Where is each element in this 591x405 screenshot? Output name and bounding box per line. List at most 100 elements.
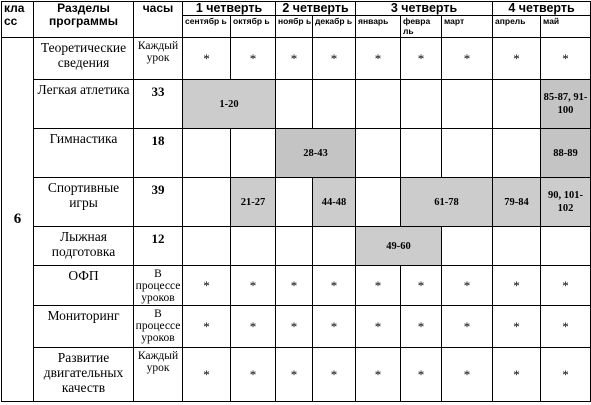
month-january: январь — [355, 15, 401, 38]
quarter-4-header: 4 четверть — [492, 1, 591, 16]
star-cell: * — [540, 265, 591, 306]
section-name: Мониторинг — [33, 305, 134, 348]
star-cell: * — [182, 265, 231, 306]
month-december: декабр ь — [312, 15, 356, 38]
section-name: Гимнастика — [33, 128, 134, 178]
star-cell: * — [440, 305, 494, 348]
hours-cell: 39 — [133, 177, 183, 227]
lesson-range-block: 85-87, 91-100 — [540, 79, 591, 129]
section-name: Теоретические сведения — [33, 37, 134, 80]
month-february: февра ль — [400, 15, 442, 38]
hours-cell: В процессе уроков — [133, 265, 183, 306]
empty-cell — [230, 128, 276, 178]
hours-cell: 12 — [133, 226, 183, 266]
empty-cell — [182, 177, 231, 227]
table-row: Развитие двигательных качеств Каждый уро… — [2, 347, 591, 402]
hours-cell: 33 — [133, 79, 183, 129]
empty-cell — [440, 79, 494, 129]
lesson-range-block: 90, 101-102 — [540, 177, 591, 227]
section-name: Легкая атлетика — [33, 79, 134, 129]
lesson-range-block: 49-60 — [355, 226, 442, 266]
month-april: апрель — [492, 15, 542, 38]
quarter-1-header: 1 четверть — [182, 1, 276, 16]
quarter-3-header: 3 четверть — [354, 1, 494, 16]
empty-cell — [182, 226, 231, 266]
star-cell: * — [540, 37, 591, 80]
star-cell: * — [440, 37, 494, 80]
star-cell: * — [275, 347, 313, 402]
empty-cell — [440, 128, 494, 178]
empty-cell — [275, 79, 313, 129]
star-cell: * — [182, 347, 231, 402]
month-november: ноябр ь — [275, 15, 313, 38]
month-september: сентябр ь — [182, 15, 231, 38]
star-cell: * — [540, 347, 591, 402]
empty-cell — [275, 177, 313, 227]
star-cell: * — [355, 37, 401, 80]
section-name: Развитие двигательных качеств — [33, 347, 134, 402]
empty-cell — [182, 128, 231, 178]
star-cell: * — [355, 265, 401, 306]
star-cell: * — [355, 347, 401, 402]
empty-cell — [355, 128, 401, 178]
lesson-range-block: 1-20 — [182, 79, 276, 129]
empty-cell — [400, 79, 442, 129]
table-row: Спортивные игры 39 21-27 44-48 61-78 79-… — [2, 177, 591, 227]
table-row: Лыжная подготовка 12 49-60 — [2, 226, 591, 266]
star-cell: * — [312, 305, 356, 348]
star-cell: * — [355, 305, 401, 348]
empty-cell — [312, 79, 356, 129]
star-cell: * — [230, 305, 276, 348]
lesson-range-block: 44-48 — [312, 177, 356, 227]
lesson-range-block: 79-84 — [492, 177, 542, 227]
quarter-2-header: 2 четверть — [275, 1, 356, 16]
empty-cell — [400, 128, 442, 178]
lesson-range-block: 28-43 — [275, 128, 356, 178]
table-row: Мониторинг В процессе уроков * * * * * *… — [2, 305, 591, 348]
hours-cell: Каждый урок — [133, 37, 183, 80]
empty-cell — [275, 226, 313, 266]
star-cell: * — [492, 347, 542, 402]
star-cell: * — [230, 347, 276, 402]
empty-cell — [440, 226, 494, 266]
star-cell: * — [312, 347, 356, 402]
hours-cell: Каждый урок — [133, 347, 183, 402]
table-row: Легкая атлетика 33 1-20 85-87, 91-100 — [2, 79, 591, 129]
empty-cell — [355, 79, 401, 129]
month-march: март — [440, 15, 494, 38]
star-cell: * — [182, 37, 231, 80]
class-header: кла сс — [1, 1, 34, 38]
table-row: ОФП В процессе уроков * * * * * * * * * — [2, 265, 591, 306]
lesson-range-block: 61-78 — [399, 177, 494, 227]
star-cell: * — [230, 37, 276, 80]
empty-cell — [492, 128, 542, 178]
star-cell: * — [275, 305, 313, 348]
star-cell: * — [400, 305, 442, 348]
hours-cell: В процессе уроков — [133, 305, 183, 348]
lesson-range-block: 21-27 — [230, 177, 276, 227]
star-cell: * — [312, 265, 356, 306]
star-cell: * — [540, 305, 591, 348]
section-name: Спортивные игры — [33, 177, 134, 227]
empty-cell — [492, 226, 542, 266]
star-cell: * — [400, 265, 442, 306]
table-row: 6 Теоретические сведения Каждый урок * *… — [1, 37, 591, 402]
star-cell: * — [440, 265, 494, 306]
star-cell: * — [400, 347, 442, 402]
hours-cell: 18 — [133, 128, 183, 178]
hours-header: часы — [133, 1, 183, 38]
star-cell: * — [275, 265, 313, 306]
table-row: Гимнастика 18 28-43 88-89 — [2, 128, 591, 178]
empty-cell — [230, 226, 276, 266]
star-cell: * — [440, 347, 494, 402]
month-october: октябр ь — [230, 15, 276, 38]
star-cell: * — [275, 37, 313, 80]
star-cell: * — [312, 37, 356, 80]
empty-cell — [312, 226, 356, 266]
grade-cell: 6 — [1, 37, 34, 402]
section-name: ОФП — [33, 265, 134, 306]
empty-cell — [492, 79, 542, 129]
month-may: май — [540, 15, 591, 38]
star-cell: * — [492, 37, 542, 80]
